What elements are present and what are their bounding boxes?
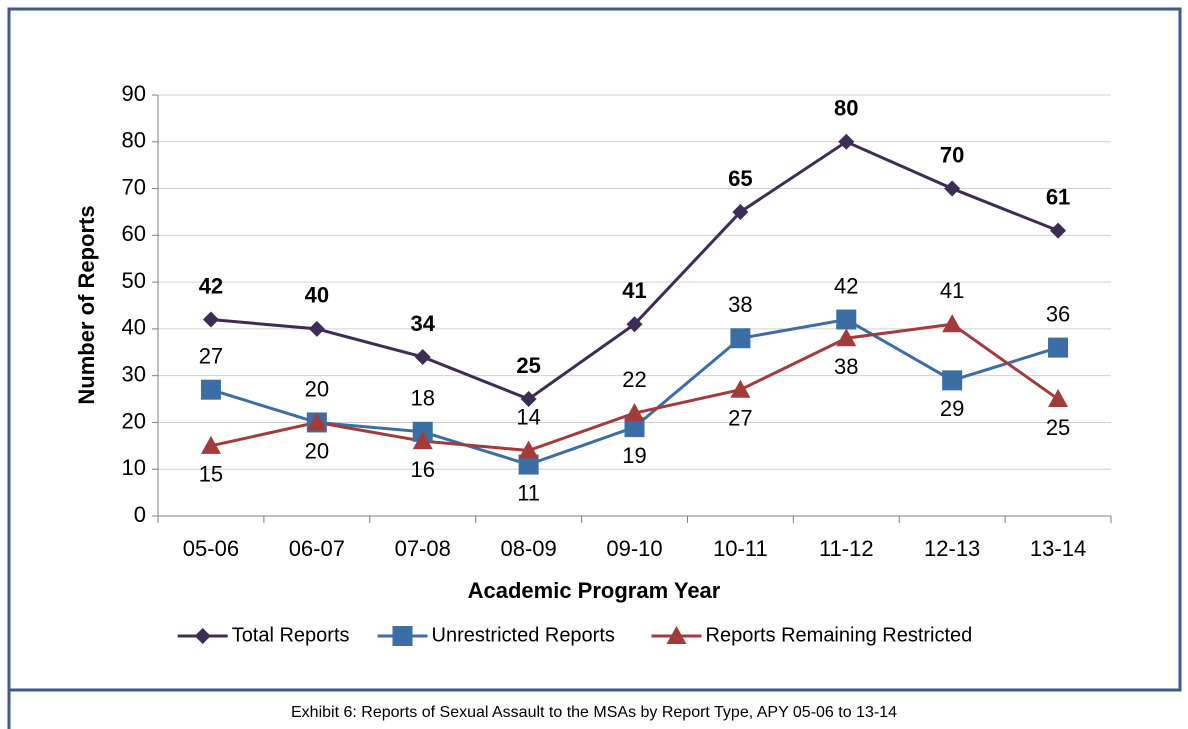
data-label: 27 <box>199 344 223 369</box>
data-label: 65 <box>728 166 752 191</box>
y-tick-label: 10 <box>122 455 146 480</box>
data-label: 61 <box>1046 184 1070 209</box>
data-label: 38 <box>728 292 752 317</box>
marker <box>838 133 855 150</box>
y-tick-label: 90 <box>122 81 146 106</box>
data-label: 19 <box>622 443 646 468</box>
x-tick-label: 13-14 <box>1030 536 1086 561</box>
data-label: 40 <box>305 283 329 308</box>
data-label: 22 <box>622 367 646 392</box>
y-tick-label: 50 <box>122 268 146 293</box>
data-label: 18 <box>410 386 434 411</box>
data-label: 36 <box>1046 301 1070 326</box>
marker <box>412 431 433 450</box>
x-tick-label: 11-12 <box>819 536 874 561</box>
marker <box>392 626 413 646</box>
data-label: 20 <box>305 438 329 463</box>
marker <box>1048 389 1069 408</box>
x-tick-label: 10-11 <box>713 536 768 561</box>
marker <box>202 311 219 328</box>
data-label: 42 <box>199 273 223 298</box>
data-label: 20 <box>305 376 329 401</box>
y-tick-label: 30 <box>122 361 146 386</box>
marker <box>518 454 539 475</box>
legend-label: Total Reports <box>232 624 350 646</box>
data-label: 29 <box>940 396 964 421</box>
x-tick-label: 06-07 <box>289 536 345 561</box>
marker <box>414 348 431 365</box>
marker <box>836 328 857 347</box>
marker <box>732 203 749 220</box>
data-label: 42 <box>834 273 858 298</box>
data-label: 25 <box>516 353 540 378</box>
marker <box>624 403 645 422</box>
x-tick-label: 05-06 <box>183 536 239 561</box>
data-label: 41 <box>940 278 964 303</box>
frame <box>7 7 1182 692</box>
legend-label: Reports Remaining Restricted <box>706 624 973 646</box>
marker <box>1050 222 1067 239</box>
data-label: 38 <box>834 354 858 379</box>
series-line <box>210 140 1059 401</box>
x-tick-label: 09-10 <box>606 536 662 561</box>
data-label: 15 <box>199 462 223 487</box>
marker <box>944 180 961 197</box>
data-label: 34 <box>410 311 435 336</box>
marker <box>624 417 645 438</box>
marker <box>942 370 963 391</box>
y-tick-label: 60 <box>122 221 146 246</box>
marker <box>306 412 327 431</box>
marker <box>666 626 687 644</box>
y-tick-label: 70 <box>122 174 146 199</box>
data-label: 25 <box>1046 415 1070 440</box>
legend-label: Unrestricted Reports <box>432 624 615 646</box>
marker <box>200 435 221 454</box>
x-tick-label: 08-09 <box>500 536 556 561</box>
marker <box>730 379 751 398</box>
marker <box>1048 337 1069 358</box>
marker <box>520 391 537 408</box>
x-tick-label: 12-13 <box>924 536 980 561</box>
marker <box>200 379 221 400</box>
data-label: 80 <box>834 96 858 121</box>
marker <box>308 320 325 337</box>
marker <box>518 440 539 459</box>
data-label: 27 <box>728 406 752 431</box>
y-axis-title: Number of Reports <box>74 205 99 404</box>
data-label: 16 <box>410 457 434 482</box>
x-tick-label: 07-08 <box>395 536 451 561</box>
marker <box>730 328 751 349</box>
marker <box>836 309 857 330</box>
marker <box>194 628 211 644</box>
marker <box>626 316 643 333</box>
y-tick-label: 0 <box>134 502 146 527</box>
y-tick-label: 80 <box>122 128 146 153</box>
x-axis-title: Academic Program Year <box>468 578 721 603</box>
data-label: 41 <box>622 278 646 303</box>
data-label: 70 <box>940 142 964 167</box>
y-tick-label: 40 <box>122 315 146 340</box>
caption: Exhibit 6: Reports of Sexual Assault to … <box>291 704 897 721</box>
marker <box>942 314 963 333</box>
data-label: 14 <box>516 404 540 429</box>
data-label: 11 <box>517 480 540 505</box>
y-tick-label: 20 <box>122 408 146 433</box>
